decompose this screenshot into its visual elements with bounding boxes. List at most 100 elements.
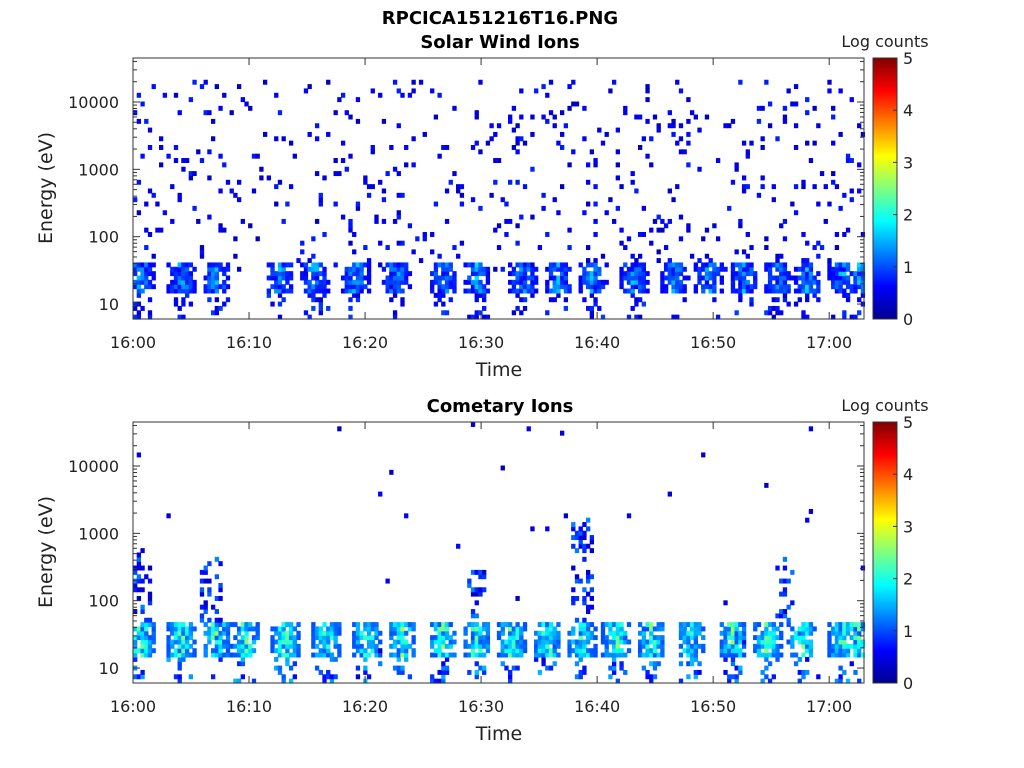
spectrogram-cell <box>842 276 846 281</box>
spectrogram-cell <box>181 262 185 267</box>
spectrogram-cell <box>166 635 170 640</box>
spectrogram-cell <box>523 289 527 294</box>
spectrogram-cell <box>679 631 683 636</box>
spectrogram-cell <box>475 276 479 281</box>
spectrogram-cell <box>642 206 646 211</box>
spectrogram-cell <box>738 293 742 298</box>
spectrogram-cell <box>779 613 783 618</box>
spectrogram-cell <box>215 267 219 272</box>
spectrogram-cell <box>642 232 646 237</box>
spectrogram-cell <box>556 267 560 272</box>
spectrogram-cell <box>853 271 857 276</box>
spectrogram-cell <box>274 648 278 653</box>
spectrogram-cell <box>749 302 753 307</box>
spectrogram-cell <box>411 635 415 640</box>
spectrogram-cell <box>761 106 765 111</box>
spectrogram-cell <box>638 653 642 658</box>
spectrogram-cell <box>148 592 152 597</box>
spectrogram-cell <box>805 631 809 636</box>
spectrogram-cell <box>812 106 816 111</box>
spectrogram-cell <box>196 219 200 224</box>
spectrogram-cell <box>571 631 575 636</box>
spectrogram-cell <box>326 132 330 137</box>
spectrogram-cell <box>586 306 590 311</box>
spectrogram-cell <box>701 236 705 241</box>
spectrogram-cell <box>456 254 460 259</box>
spectrogram-cell <box>564 123 568 128</box>
spectrogram-cell <box>675 284 679 289</box>
spectrogram-cell <box>534 289 538 294</box>
spectrogram-cell <box>397 635 401 640</box>
spectrogram-cell <box>612 670 616 675</box>
spectrogram-cell <box>259 175 263 180</box>
spectrogram-cell <box>322 267 326 272</box>
spectrogram-cell <box>445 219 449 224</box>
spectrogram-cell <box>148 271 152 276</box>
spectrogram-cell <box>397 289 401 294</box>
spectrogram-cell <box>371 644 375 649</box>
spectrogram-cell <box>241 640 245 645</box>
spectrogram-cell <box>593 258 597 263</box>
spectrogram-cell <box>356 202 360 207</box>
spectrogram-cell <box>571 526 575 531</box>
spectrogram-cell <box>671 132 675 137</box>
spectrogram-cell <box>727 644 731 649</box>
spectrogram-cell <box>735 276 739 281</box>
spectrogram-cell <box>586 180 590 185</box>
spectrogram-cell <box>775 657 779 662</box>
spectrogram-cell <box>735 644 739 649</box>
spectrogram-cell <box>530 215 534 220</box>
spectrogram-cell <box>166 626 170 631</box>
spectrogram-cell <box>586 202 590 207</box>
spectrogram-cell <box>853 653 857 658</box>
spectrogram-cell <box>779 653 783 658</box>
spectrogram-cell <box>270 626 274 631</box>
spectrogram-cell <box>783 219 787 224</box>
spectrogram-cell <box>256 635 260 640</box>
spectrogram-cell <box>341 276 345 281</box>
spectrogram-cell <box>181 644 185 649</box>
spectrogram-cell <box>686 648 690 653</box>
spectrogram-cell <box>753 648 757 653</box>
spectrogram-cell <box>274 276 278 281</box>
spectrogram-cell <box>337 653 341 658</box>
spectrogram-cell <box>467 579 471 584</box>
spectrogram-cell <box>616 635 620 640</box>
spectrogram-cell <box>478 574 482 579</box>
spectrogram-cell <box>315 626 319 631</box>
spectrogram-cell <box>723 635 727 640</box>
spectrogram-cell <box>753 626 757 631</box>
spectrogram-cell <box>178 674 182 679</box>
spectrogram-cell <box>437 635 441 640</box>
spectrogram-cell <box>189 635 193 640</box>
spectrogram-cell <box>434 648 438 653</box>
spectrogram-cell <box>478 271 482 276</box>
spectrogram-cell <box>716 158 720 163</box>
spectrogram-cell <box>664 267 668 272</box>
spectrogram-cell <box>761 136 765 141</box>
spectrogram-cell <box>593 232 597 237</box>
spectrogram-cell <box>278 289 282 294</box>
spectrogram-cell <box>683 635 687 640</box>
spectrogram-cell <box>686 97 690 102</box>
spectrogram-cell <box>660 622 664 627</box>
spectrogram-cell <box>359 280 363 285</box>
spectrogram-cell <box>727 674 731 679</box>
spectrogram-cell <box>475 289 479 294</box>
spectrogram-cell <box>293 674 297 679</box>
spectrogram-cell <box>411 622 415 627</box>
spectrogram-cell <box>452 276 456 281</box>
spectrogram-cell <box>775 297 779 302</box>
spectrogram-cell <box>137 557 141 562</box>
spectrogram-cell <box>359 276 363 281</box>
spectrogram-cell <box>378 492 382 497</box>
spectrogram-cell <box>181 640 185 645</box>
spectrogram-cell <box>140 154 144 159</box>
spectrogram-cell <box>497 223 501 228</box>
spectrogram-cell <box>593 267 597 272</box>
spectrogram-cell <box>523 648 527 653</box>
spectrogram-cell <box>356 293 360 298</box>
spectrogram-cell <box>404 280 408 285</box>
spectrogram-cell <box>475 600 479 605</box>
spectrogram-cell <box>508 631 512 636</box>
